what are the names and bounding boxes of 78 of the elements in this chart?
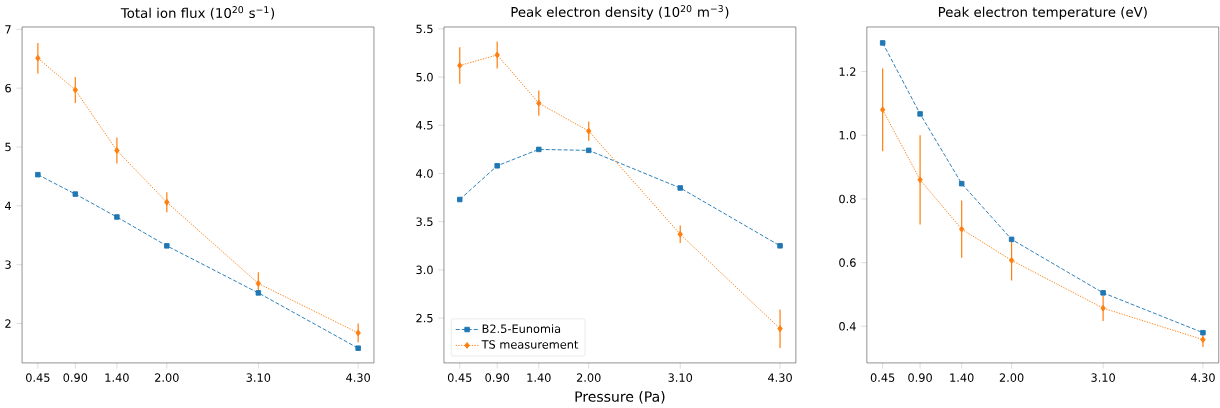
- point: [536, 99, 542, 107]
- point: [1008, 257, 1015, 264]
- point: [35, 171, 41, 178]
- x-tick-label: 3.10: [1091, 373, 1115, 382]
- point: [917, 111, 923, 117]
- point: [355, 345, 361, 351]
- point: [585, 147, 592, 154]
- y-tick-label: 4: [4, 201, 12, 210]
- y-tick-label: 1.0: [839, 131, 856, 140]
- chart-title: Total ion flux (10$^{20}$ s$^{−1}$): [120, 6, 275, 20]
- x-tick-label: 4.30: [346, 373, 371, 382]
- point: [1100, 290, 1106, 296]
- y-tick-label: 1.2: [839, 67, 856, 76]
- point: [457, 62, 463, 69]
- y-tick-label: 3.5: [416, 217, 433, 227]
- x-tick-label: 0.45: [447, 373, 472, 382]
- x-tick-label: 1.40: [527, 373, 551, 382]
- point: [255, 280, 261, 287]
- x-tick-label: 2.00: [576, 373, 601, 382]
- y-tick-label: 2.5: [416, 313, 433, 323]
- x-tick-label: 0.90: [485, 373, 510, 382]
- point: [959, 225, 965, 233]
- point: [958, 180, 965, 187]
- point: [677, 185, 683, 191]
- point: [255, 290, 262, 296]
- point: [494, 51, 500, 59]
- legend-label: TS measurement: [481, 340, 579, 349]
- y-tick-label: 6: [5, 83, 11, 93]
- y-tick-label: 5: [5, 142, 11, 152]
- x-tick-label: 0.90: [63, 373, 88, 382]
- point: [494, 163, 500, 169]
- x-tick-label: 1.40: [950, 373, 974, 382]
- y-tick-label: 0.4: [839, 322, 856, 331]
- y-tick-label: 3: [5, 260, 11, 269]
- y-tick-label: 4.0: [416, 169, 433, 178]
- x-axis-title: Pressure (Pa): [575, 391, 665, 404]
- legend-label: B2.5-Eunomia: [482, 324, 561, 334]
- y-tick-label: 7: [5, 25, 11, 34]
- point: [777, 325, 783, 333]
- x-tick-label: 2.00: [155, 373, 179, 382]
- point: [536, 146, 542, 153]
- point: [586, 127, 592, 135]
- x-tick-label: 2.00: [999, 373, 1024, 382]
- point: [1200, 336, 1206, 344]
- y-tick-label: 5.0: [416, 72, 433, 82]
- point: [72, 191, 79, 197]
- x-tick-label: 0.90: [908, 373, 932, 382]
- y-tick-label: 2: [5, 319, 11, 328]
- y-tick-label: 0.6: [839, 258, 856, 267]
- x-tick-label: 3.10: [246, 373, 271, 382]
- point: [1008, 236, 1015, 243]
- x-tick-label: 4.30: [1190, 373, 1215, 382]
- point: [1200, 329, 1206, 336]
- y-tick-label: 5.5: [416, 24, 433, 34]
- x-tick-label: 4.30: [767, 373, 792, 382]
- x-tick-label: 0.45: [870, 373, 895, 382]
- chart-title: Peak electron temperature (eV): [938, 6, 1147, 20]
- point: [35, 54, 41, 62]
- y-tick-label: 3.0: [416, 265, 433, 275]
- y-tick-label: 4.5: [416, 121, 433, 130]
- point: [114, 147, 120, 154]
- point: [457, 196, 463, 203]
- x-tick-label: 0.45: [26, 373, 50, 382]
- point: [164, 243, 170, 249]
- point: [777, 243, 783, 249]
- point: [917, 176, 923, 184]
- x-tick-label: 3.10: [668, 373, 693, 382]
- point: [879, 106, 886, 114]
- point: [677, 230, 683, 238]
- point: [879, 40, 886, 46]
- point: [1100, 304, 1106, 312]
- x-tick-label: 1.40: [105, 373, 129, 382]
- y-tick-label: 0.8: [839, 194, 856, 204]
- point: [355, 329, 361, 337]
- point: [114, 214, 120, 220]
- point: [72, 86, 78, 94]
- point: [164, 198, 170, 206]
- chart-title: Peak electron density (10$^{20}$ m$^{−3}$): [511, 5, 729, 20]
